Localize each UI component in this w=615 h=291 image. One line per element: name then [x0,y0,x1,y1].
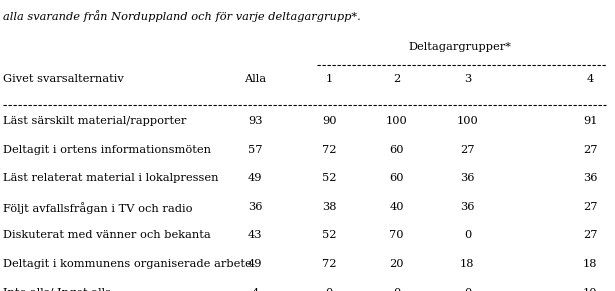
Text: 36: 36 [583,173,598,183]
Text: 27: 27 [583,202,598,212]
Text: 4: 4 [252,288,259,291]
Text: Alla: Alla [244,74,266,84]
Text: 93: 93 [248,116,263,126]
Text: 0: 0 [464,230,471,240]
Text: 40: 40 [389,202,404,212]
Text: 0: 0 [325,288,333,291]
Text: 90: 90 [322,116,336,126]
Text: 52: 52 [322,173,336,183]
Text: Deltagargrupper*: Deltagargrupper* [408,42,511,52]
Text: 36: 36 [460,173,475,183]
Text: 100: 100 [456,116,478,126]
Text: 27: 27 [583,230,598,240]
Text: 18: 18 [460,259,475,269]
Text: 10: 10 [583,288,598,291]
Text: Diskuterat med vänner och bekanta: Diskuterat med vänner och bekanta [3,230,211,240]
Text: Inte alls/ Inget alls: Inte alls/ Inget alls [3,288,111,291]
Text: 36: 36 [248,202,263,212]
Text: 4: 4 [587,74,594,84]
Text: 3: 3 [464,74,471,84]
Text: 49: 49 [248,173,263,183]
Text: 0: 0 [464,288,471,291]
Text: Läst särskilt material/rapporter: Läst särskilt material/rapporter [3,116,186,126]
Text: Läst relaterat material i lokalpressen: Läst relaterat material i lokalpressen [3,173,218,183]
Text: 43: 43 [248,230,263,240]
Text: 1: 1 [325,74,333,84]
Text: 60: 60 [389,173,404,183]
Text: 18: 18 [583,259,598,269]
Text: 0: 0 [393,288,400,291]
Text: 38: 38 [322,202,336,212]
Text: 36: 36 [460,202,475,212]
Text: 2: 2 [393,74,400,84]
Text: 70: 70 [389,230,404,240]
Text: 20: 20 [389,259,404,269]
Text: Givet svarsalternativ: Givet svarsalternativ [3,74,124,84]
Text: 27: 27 [460,145,475,155]
Text: 72: 72 [322,259,336,269]
Text: 100: 100 [386,116,408,126]
Text: 57: 57 [248,145,263,155]
Text: 27: 27 [583,145,598,155]
Text: alla svarande från Norduppland och för varje deltagargrupp*.: alla svarande från Norduppland och för v… [3,10,361,22]
Text: Deltagit i kommunens organiserade arbete: Deltagit i kommunens organiserade arbete [3,259,252,269]
Text: 52: 52 [322,230,336,240]
Text: 91: 91 [583,116,598,126]
Text: Följt avfallsfrågan i TV och radio: Följt avfallsfrågan i TV och radio [3,202,192,214]
Text: 60: 60 [389,145,404,155]
Text: 49: 49 [248,259,263,269]
Text: 72: 72 [322,145,336,155]
Text: Deltagit i ortens informationsmöten: Deltagit i ortens informationsmöten [3,145,211,155]
